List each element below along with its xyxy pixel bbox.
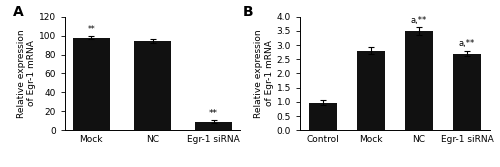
Y-axis label: Relative expression
of Egr-1 mRNA: Relative expression of Egr-1 mRNA	[254, 29, 274, 118]
Bar	[73, 38, 110, 130]
Text: **: **	[88, 25, 95, 34]
Text: A: A	[12, 5, 23, 19]
Bar	[404, 31, 434, 130]
Bar	[356, 51, 386, 130]
Text: B: B	[243, 5, 254, 19]
Y-axis label: Relative expression
of Egr-1 mRNA: Relative expression of Egr-1 mRNA	[16, 29, 36, 118]
Bar	[196, 122, 232, 130]
Bar	[134, 41, 171, 130]
Text: a,**: a,**	[411, 16, 427, 25]
Bar	[452, 54, 482, 130]
Text: **: **	[209, 109, 218, 118]
Text: a,**: a,**	[459, 40, 475, 48]
Bar	[308, 103, 338, 130]
